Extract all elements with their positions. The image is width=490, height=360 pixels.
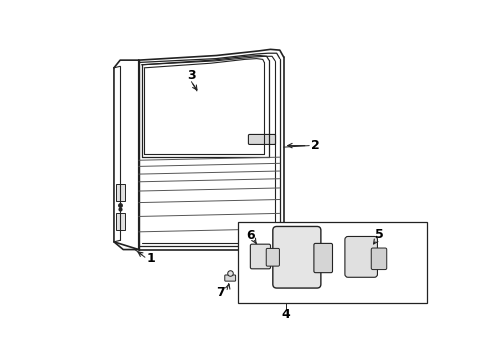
Text: 1: 1 <box>147 252 155 265</box>
Bar <box>238 222 427 303</box>
Text: 7: 7 <box>217 286 225 299</box>
Text: 2: 2 <box>311 139 319 152</box>
Text: 4: 4 <box>282 308 291 321</box>
FancyBboxPatch shape <box>345 237 377 277</box>
FancyBboxPatch shape <box>273 226 321 288</box>
FancyBboxPatch shape <box>248 134 275 144</box>
FancyBboxPatch shape <box>314 243 333 273</box>
FancyBboxPatch shape <box>250 244 270 269</box>
Text: 3: 3 <box>187 69 196 82</box>
Bar <box>116 184 125 201</box>
FancyBboxPatch shape <box>225 275 236 281</box>
Text: 6: 6 <box>246 229 255 242</box>
FancyBboxPatch shape <box>371 248 387 270</box>
Bar <box>116 213 125 230</box>
FancyBboxPatch shape <box>266 248 279 266</box>
Text: 5: 5 <box>375 228 383 240</box>
